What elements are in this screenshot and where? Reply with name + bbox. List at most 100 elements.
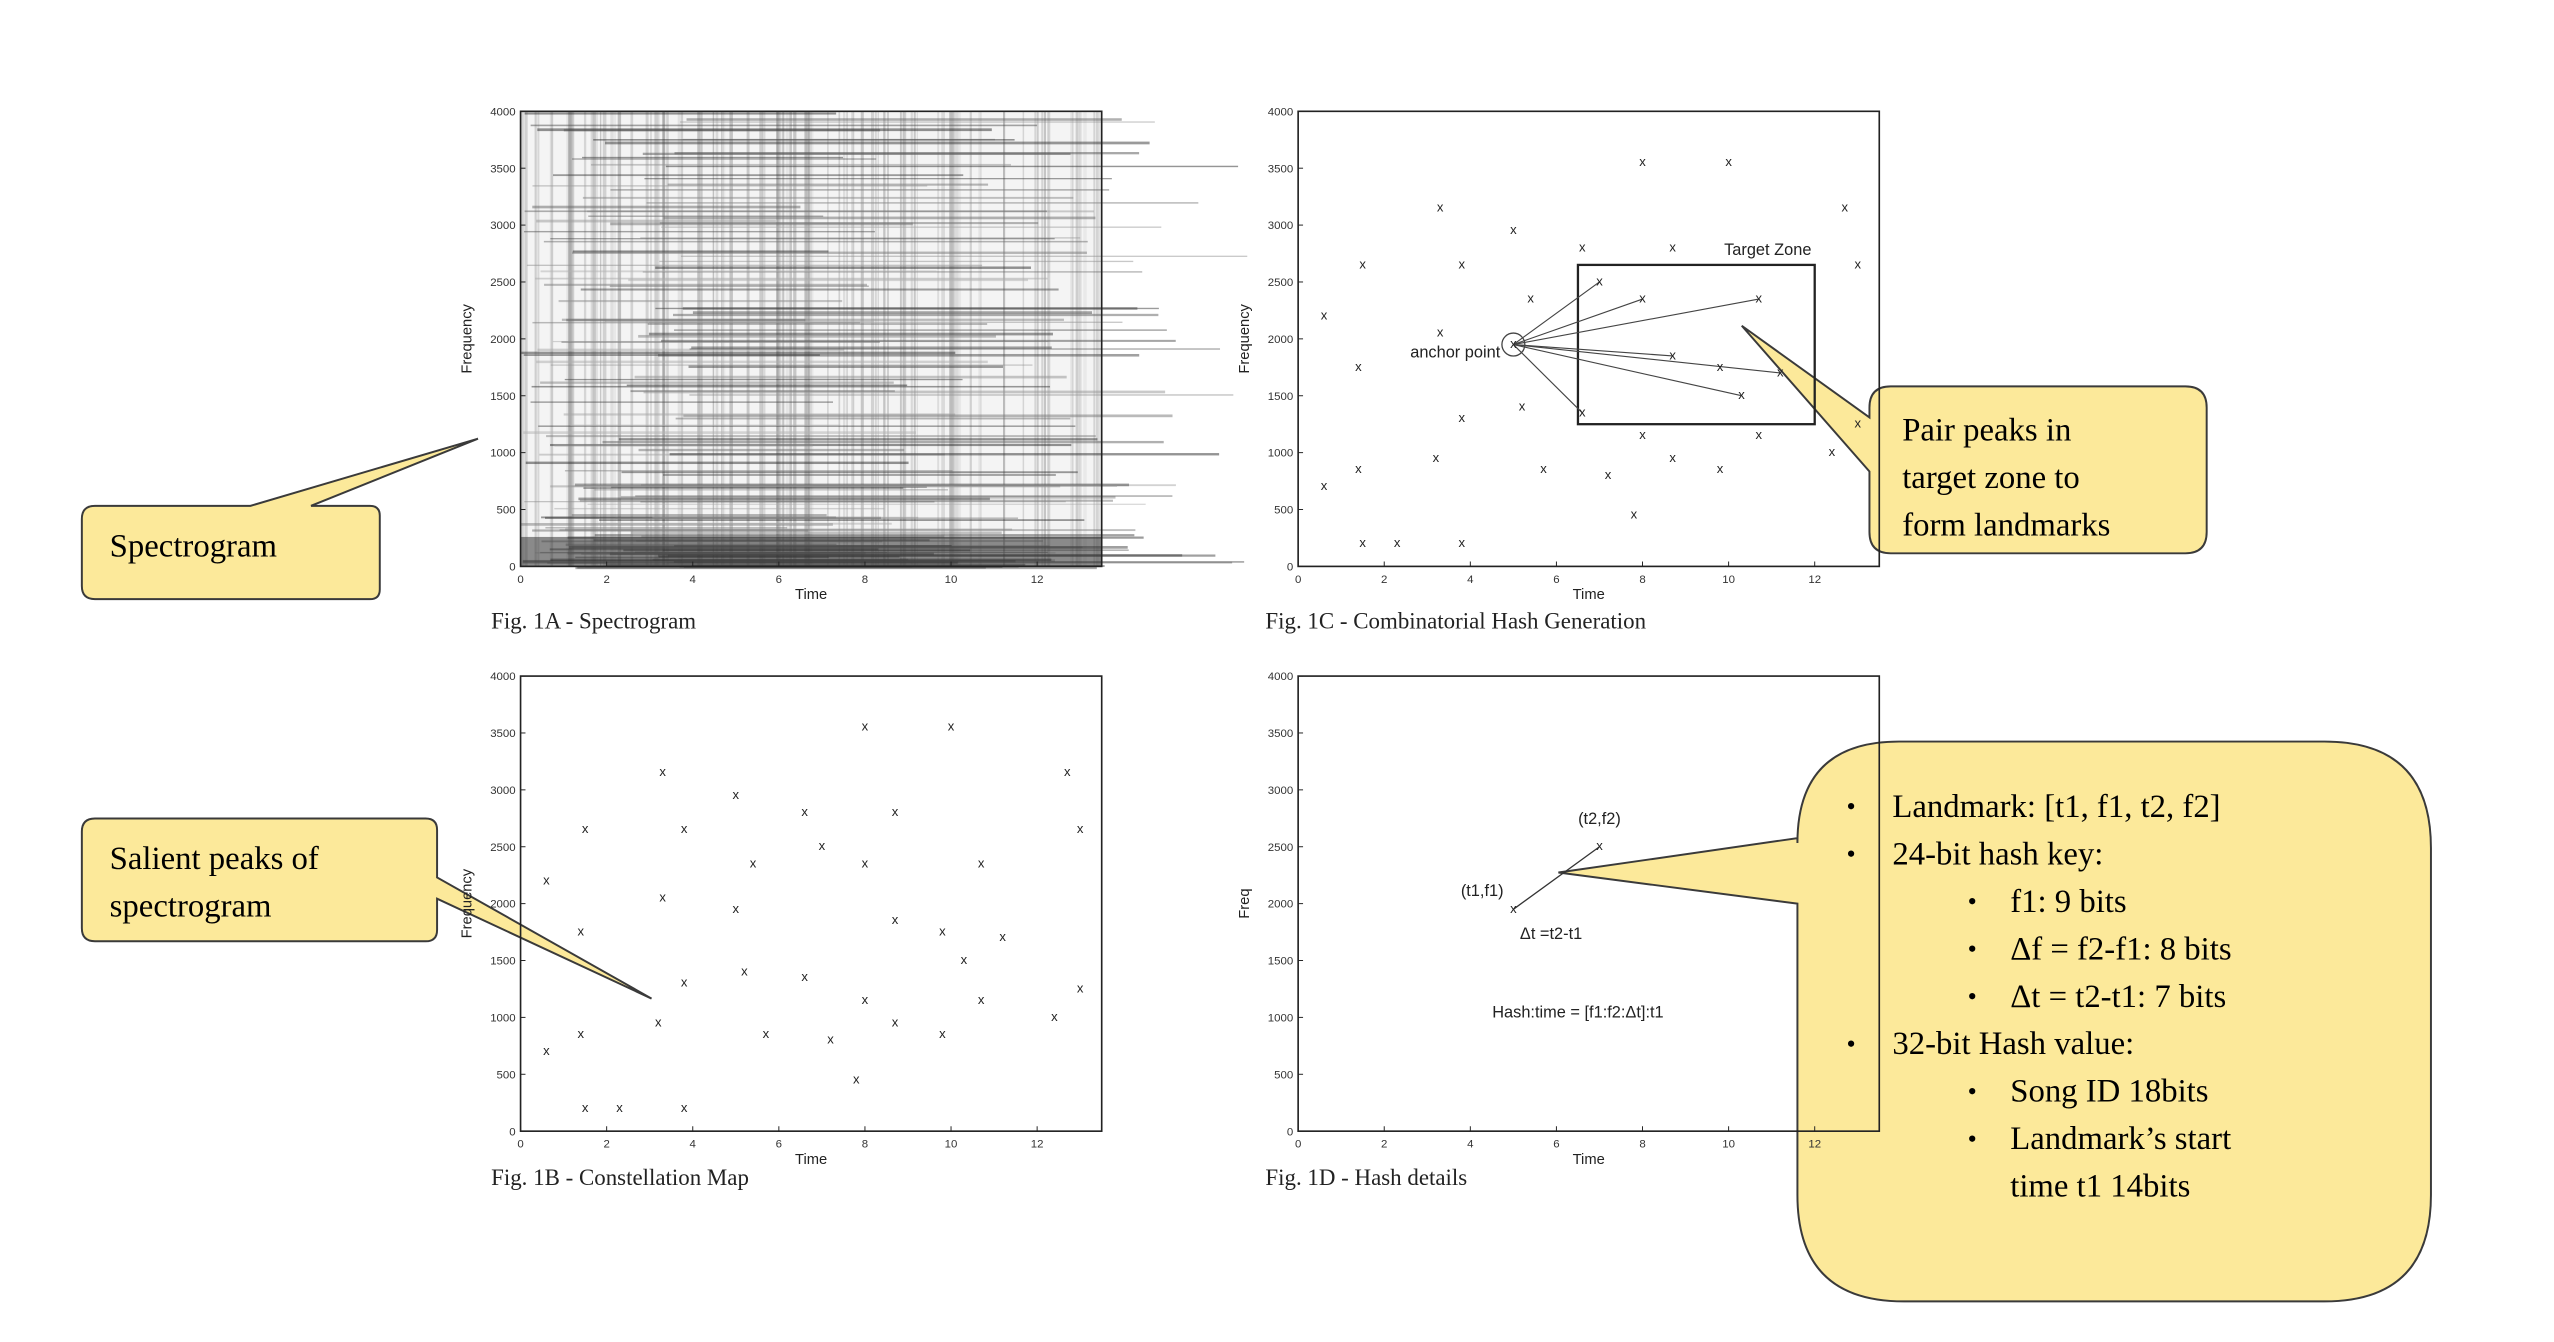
hash-formula-label: Hash:time = [f1:f2:Δt]:t1 <box>1492 1003 1663 1021</box>
pair-line <box>1513 343 1673 357</box>
spectrogram-band <box>536 360 988 364</box>
spectrogram-band <box>561 318 1064 321</box>
spectrogram-streak <box>697 111 701 567</box>
detail-item-text: Song ID 18bits <box>2010 1073 2209 1110</box>
spectrogram-band <box>550 238 1055 240</box>
peak-marker: x <box>1359 535 1366 550</box>
peak-marker: x <box>1605 467 1612 482</box>
spectrogram-band <box>655 307 1159 310</box>
peak-marker: x <box>1639 427 1646 442</box>
peak-marker: x <box>999 929 1006 944</box>
x-tick-label: 2 <box>1381 574 1387 586</box>
peak-marker: x <box>948 719 955 734</box>
peak-marker: x <box>1458 535 1465 550</box>
spectrogram-streak <box>954 111 958 567</box>
x-tick-label: 12 <box>1808 1139 1821 1151</box>
spectrogram-band <box>692 311 1092 314</box>
y-tick-label: 4000 <box>490 106 515 118</box>
spectrogram-streak <box>904 111 907 567</box>
y-tick-label: 1500 <box>1268 391 1293 403</box>
spectrogram-streak <box>810 111 814 567</box>
spectrogram-band <box>661 226 1162 228</box>
spectrogram-streak <box>613 111 616 567</box>
spectrogram-band <box>523 230 875 233</box>
hash-details-callout <box>1558 740 2432 1303</box>
spectrogram-band <box>525 461 909 465</box>
pair-line <box>1513 281 1600 346</box>
y-tick-label: 2000 <box>1268 334 1293 346</box>
y-tick-label: 0 <box>1287 561 1293 573</box>
spectrogram-band <box>587 503 1146 505</box>
y-tick-label: 2000 <box>490 334 515 346</box>
x-tick-label: 8 <box>862 574 868 586</box>
spectrogram-band <box>610 189 1110 191</box>
spectrogram-band <box>550 364 1033 366</box>
detail-item: • f1: 9 bits <box>1967 883 2127 920</box>
spectrogram-band <box>545 527 788 529</box>
target-zone-label: Target Zone <box>1724 241 1811 259</box>
spectrogram-streak <box>700 111 703 567</box>
spectrogram-band <box>628 278 1029 282</box>
spectrogram-band <box>535 277 1048 280</box>
spectrogram-band <box>536 219 776 223</box>
spectrogram-streak <box>979 111 982 567</box>
peak-marker: x <box>1510 222 1517 237</box>
spectrogram-band <box>674 329 1167 331</box>
point-t1-label: (t1,f1) <box>1461 882 1504 900</box>
spectrogram-band <box>532 205 801 209</box>
spectrogram-band <box>578 497 990 501</box>
spectrogram-streak <box>804 111 807 567</box>
spectrogram-band <box>572 251 1087 254</box>
spectrogram-band <box>526 264 983 267</box>
spectrogram-band <box>638 334 996 338</box>
peak-marker: x <box>892 1015 899 1030</box>
spectrogram-band <box>646 202 1199 204</box>
peak-marker: x <box>862 992 869 1007</box>
spectrogram-streak <box>590 111 594 567</box>
peak-marker: x <box>939 1026 946 1041</box>
peak-marker: x <box>1458 256 1465 271</box>
y-tick-label: 2500 <box>490 842 515 854</box>
spectrogram-streak <box>899 111 902 567</box>
spectrogram-streak <box>1093 111 1096 567</box>
constellation-plot: 0 2 4 6 8 10 12 0 500 1000 1500 2000 2500 3000 3500 400… <box>459 671 1103 1168</box>
detail-item: • Δf = f2-f1: 8 bits <box>1967 931 2232 968</box>
peak-marker: x <box>1669 347 1676 362</box>
peak-marker: x <box>1717 359 1724 374</box>
spectrogram-streak <box>886 111 890 567</box>
spectrogram-streak <box>838 111 841 567</box>
peak-marker: x <box>1077 821 1084 836</box>
detail-item-text: f1: 9 bits <box>2010 883 2127 920</box>
spectrogram-band <box>571 514 827 517</box>
y-tick-label: 1000 <box>1268 448 1293 460</box>
spectrogram-streak <box>789 111 792 567</box>
y-tick-label: 4000 <box>1268 671 1293 683</box>
detail-item: • Landmark: [t1, f1, t2, f2] <box>1846 789 2221 826</box>
spectrogram-band <box>554 507 885 510</box>
peak-marker: x <box>978 992 985 1007</box>
spectrogram-band <box>554 444 813 447</box>
peak-marker: x <box>1738 387 1745 402</box>
spectrogram-streak <box>1036 111 1039 567</box>
spectrogram-streak <box>782 111 785 567</box>
peak-marker: x <box>733 901 740 916</box>
plot-frame <box>1297 110 1881 568</box>
spectrogram-band <box>663 216 1096 220</box>
peak-marker: x <box>862 719 869 734</box>
hash-details-plot: 0 2 4 6 8 10 12 0 500 1000 1500 2000 2500 3000 3500 400… <box>1237 671 1881 1168</box>
peak-marker: x <box>1579 239 1586 254</box>
peak-marker: x <box>1359 256 1366 271</box>
detail-item-text: Landmark’s start <box>2010 1121 2232 1158</box>
peak-marker: x <box>1077 980 1084 995</box>
spectrogram-band <box>610 222 913 226</box>
spectrogram-streak <box>1079 111 1082 567</box>
fig-a-caption: Fig. 1A - Spectrogram <box>491 610 697 636</box>
y-tick-label: 3000 <box>1268 220 1293 232</box>
detail-item-text: 24-bit hash key: <box>1892 836 2104 873</box>
spectrogram-callout-text: Spectrogram <box>110 524 277 571</box>
spectrogram-band <box>544 283 867 286</box>
detail-item: • 32-bit Hash value: <box>1846 1026 2135 1063</box>
spectrogram-band <box>530 401 833 403</box>
x-tick-label: 6 <box>776 574 782 586</box>
y-tick-label: 1500 <box>1268 956 1293 968</box>
